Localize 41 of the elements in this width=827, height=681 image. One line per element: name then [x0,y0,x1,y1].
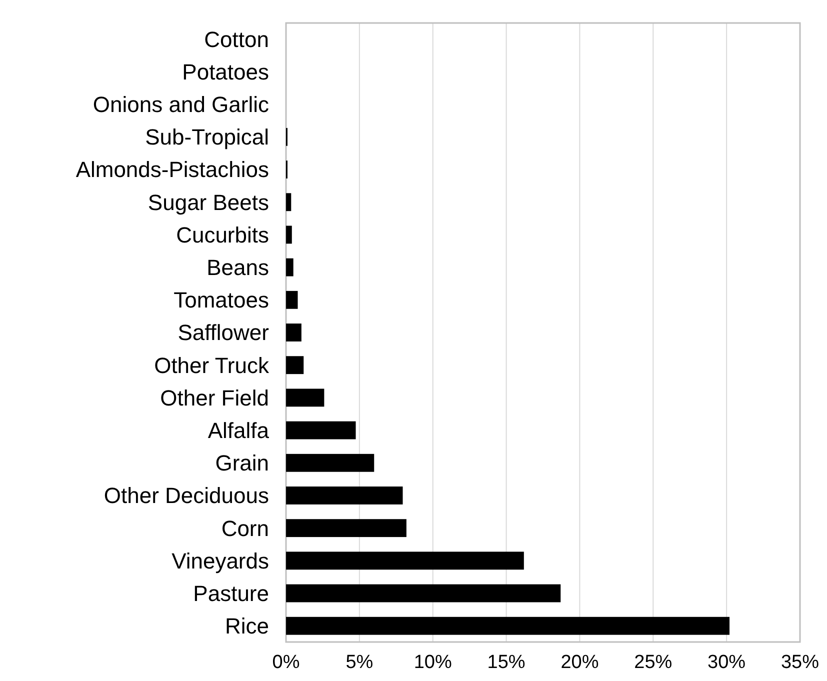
x-tick-label: 5% [346,652,374,673]
x-tick-label: 30% [708,652,746,673]
y-tick-label: Safflower [178,320,269,346]
y-tick-label: Cucurbits [176,222,269,248]
y-tick-label: Potatoes [182,59,269,84]
bar [286,421,356,440]
y-tick-label: Corn [221,516,269,541]
bar [286,193,292,212]
bar [286,324,302,342]
bar [286,356,304,374]
x-tick-label: 10% [414,652,452,673]
y-tick-label: Grain [215,450,269,476]
y-tick-label: Alfalfa [208,418,270,443]
y-tick-label: Sub-Tropical [145,124,269,150]
y-tick-label: Rice [224,614,269,639]
bar [286,584,561,602]
y-tick-label: Sugar Beets [148,190,269,215]
x-tick-label: 15% [487,652,526,673]
bar [286,290,298,309]
bar [286,552,524,570]
x-tick-label: 25% [634,652,672,673]
y-tick-label: Other Truck [154,352,270,378]
bar [286,258,294,276]
bar [286,226,292,244]
x-tick-label: 0% [272,652,300,673]
bar [286,454,374,472]
bar [286,388,324,407]
x-tick-label: 35% [780,652,820,673]
y-tick-label: Vineyards [172,548,269,574]
y-tick-label: Onions and Garlic [92,92,269,118]
y-tick-label: Other Deciduous [104,483,269,508]
bar [286,486,403,504]
y-tick-label: Tomatoes [174,288,269,313]
y-tick-label: Cotton [204,26,269,52]
y-tick-label: Beans [206,255,269,280]
bar [286,519,406,538]
y-tick-label: Almonds-Pistachios [76,157,269,182]
x-tick-label: 20% [560,652,599,673]
y-tick-label: Other Field [160,385,269,410]
bar [286,616,730,635]
y-tick-label: Pasture [193,580,269,606]
